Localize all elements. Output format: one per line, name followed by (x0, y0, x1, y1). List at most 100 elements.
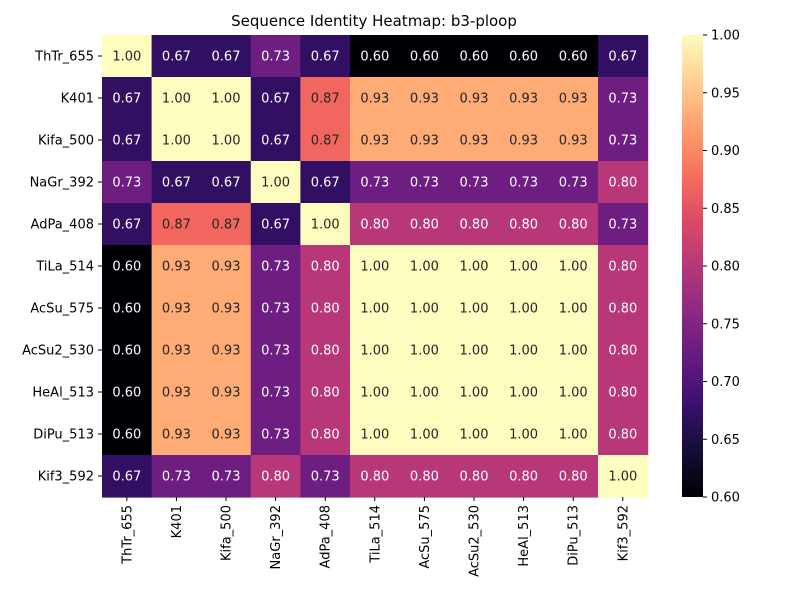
cell-value-label: 1.00 (559, 386, 588, 401)
colorbar-tick-label: 0.65 (711, 433, 740, 448)
cell-value-label: 0.80 (311, 386, 340, 401)
cell-value-label: 0.73 (162, 470, 191, 485)
heatmap-cell (300, 119, 351, 162)
heatmap-cell (350, 77, 401, 120)
cell-value-label: 0.73 (460, 176, 489, 191)
cell-value-label: 0.67 (162, 50, 191, 65)
cell-value-label: 0.67 (261, 218, 290, 233)
y-tick-label: AcSu_575 (30, 302, 94, 317)
cell-value-label: 0.60 (460, 50, 489, 65)
heatmap-cell (399, 77, 450, 120)
heatmap-cell (498, 287, 549, 330)
cell-value-label: 0.67 (212, 176, 241, 191)
heatmap-cell (598, 371, 649, 414)
cell-value-label: 1.00 (509, 428, 538, 443)
cell-value-label: 0.93 (162, 428, 191, 443)
cell-value-label: 0.80 (410, 218, 439, 233)
heatmap-cell (151, 371, 202, 414)
heatmap-cell (449, 77, 500, 120)
cell-value-label: 1.00 (311, 218, 340, 233)
heatmap-cell (201, 287, 252, 330)
cell-value-label: 0.80 (559, 470, 588, 485)
cell-value-label: 0.93 (162, 260, 191, 275)
cell-value-label: 0.73 (261, 344, 290, 359)
heatmap-cell (449, 161, 500, 204)
heatmap-cell (250, 455, 301, 498)
cell-value-label: 0.93 (212, 386, 241, 401)
heatmap-cell (201, 35, 252, 78)
heatmap-cell (250, 371, 301, 414)
heatmap-cells (102, 35, 649, 498)
cell-value-label: 0.73 (608, 134, 637, 149)
cell-value-label: 0.73 (261, 260, 290, 275)
cell-value-label: 0.67 (311, 176, 340, 191)
cell-value-label: 1.00 (460, 302, 489, 317)
heatmap-cell (250, 35, 301, 78)
cell-value-label: 0.73 (410, 176, 439, 191)
cell-value-label: 0.93 (212, 344, 241, 359)
cell-value-label: 0.80 (460, 218, 489, 233)
y-tick-label: TiLa_514 (35, 260, 94, 275)
cell-value-label: 1.00 (212, 134, 241, 149)
cell-value-label: 0.87 (212, 218, 241, 233)
heatmap-cell (449, 329, 500, 372)
heatmap-cell (250, 161, 301, 204)
cell-value-label: 0.73 (559, 176, 588, 191)
cell-value-label: 0.60 (112, 302, 141, 317)
cell-value-label: 0.73 (112, 176, 141, 191)
heatmap-cell (350, 329, 401, 372)
heatmap-cell (250, 245, 301, 288)
cell-value-label: 0.93 (460, 134, 489, 149)
heatmap-cell (201, 371, 252, 414)
cell-value-label: 0.73 (261, 386, 290, 401)
heatmap-cell (498, 413, 549, 456)
heatmap-cell (300, 77, 351, 120)
cell-value-label: 0.80 (559, 218, 588, 233)
heatmap-cell (498, 371, 549, 414)
cell-value-label: 1.00 (460, 428, 489, 443)
heatmap-cell (102, 287, 153, 330)
heatmap-cell (201, 413, 252, 456)
heatmap-cell (498, 35, 549, 78)
heatmap-cell (201, 77, 252, 120)
heatmap-cell (102, 77, 153, 120)
cell-value-label: 1.00 (410, 428, 439, 443)
cell-value-label: 0.93 (410, 92, 439, 107)
y-tick-label: ThTr_655 (34, 50, 94, 65)
heatmap-cell (449, 413, 500, 456)
cell-value-label: 1.00 (112, 50, 141, 65)
x-tick-label: DiPu_513 (567, 505, 582, 566)
cell-value-label: 0.80 (509, 470, 538, 485)
x-tick-label: HeAl_513 (517, 505, 532, 567)
cell-value-label: 0.80 (608, 428, 637, 443)
y-tick-label: Kif3_592 (38, 470, 94, 485)
y-tick-label: K401 (61, 92, 94, 107)
heatmap-cell (300, 413, 351, 456)
cell-value-label: 1.00 (559, 344, 588, 359)
heatmap-cell (102, 413, 153, 456)
cell-value-label: 0.93 (162, 344, 191, 359)
cell-value-label: 0.93 (559, 92, 588, 107)
heatmap-cell (498, 329, 549, 372)
heatmap-cell (399, 371, 450, 414)
cell-value-label: 0.67 (112, 92, 141, 107)
cell-value-label: 0.67 (212, 50, 241, 65)
heatmap-cell (598, 455, 649, 498)
cell-value-label: 0.73 (360, 176, 389, 191)
heatmap-cell (350, 455, 401, 498)
x-tick-label: Kif3_592 (616, 505, 631, 561)
cell-value-label: 0.93 (162, 386, 191, 401)
cell-value-label: 0.60 (112, 344, 141, 359)
heatmap-cell (498, 161, 549, 204)
cell-value-label: 0.93 (360, 134, 389, 149)
heatmap-cell (399, 161, 450, 204)
heatmap-cell (399, 455, 450, 498)
cell-value-label: 1.00 (608, 470, 637, 485)
heatmap-cell (151, 329, 202, 372)
cell-value-label: 0.80 (509, 218, 538, 233)
heatmap-cell (102, 245, 153, 288)
x-tick-label: ThTr_655 (120, 505, 135, 565)
heatmap-cell (151, 35, 202, 78)
cell-value-label: 0.60 (112, 260, 141, 275)
heatmap-cell (548, 245, 599, 288)
